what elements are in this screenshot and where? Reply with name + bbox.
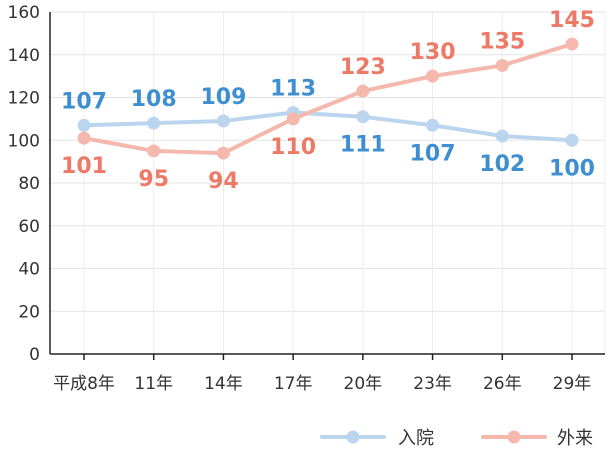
legend-label: 外来 [557,428,593,449]
y-tick-label: 120 [8,89,40,109]
data-label: 101 [61,154,107,179]
data-label: 108 [131,87,177,112]
x-tick-label: 17年 [274,374,313,394]
data-label-layer: 107 108 109 113 111 107 102 100 101 95 94 110 123 130… [61,8,595,194]
y-tick-label: 80 [18,174,40,194]
data-point [77,118,91,132]
y-tick-label: 160 [8,3,40,23]
data-point [77,131,91,145]
data-point [147,144,161,158]
x-tick-label: 平成8年 [53,374,115,394]
axis-layer: 0 20 40 60 80 100 120 140 160 平成8年 11年 14年 17年 20年 23年… [8,3,605,394]
legend-swatch-marker [346,430,360,444]
data-label: 100 [549,156,595,181]
series-layer [77,37,579,160]
y-tick-label: 20 [18,302,40,322]
data-point [565,37,579,51]
y-tick-label: 140 [8,46,40,66]
y-tick-label: 0 [29,345,40,365]
data-point [356,110,370,124]
data-label: 113 [270,76,316,101]
data-label: 123 [340,55,386,80]
data-label: 145 [549,8,595,33]
x-tick-label: 20年 [344,374,383,394]
data-point [216,114,230,128]
data-label: 95 [138,167,169,192]
data-point [356,84,370,98]
data-label: 135 [479,29,525,54]
data-label: 107 [410,141,456,166]
x-tick-label: 29年 [553,374,592,394]
data-label: 109 [200,85,246,110]
y-tick-label: 40 [18,260,40,280]
data-label: 130 [410,40,456,65]
data-label: 111 [340,133,386,158]
data-point [426,118,440,132]
legend-item: 外来 [481,428,593,449]
data-point [147,116,161,130]
data-label: 102 [479,152,525,177]
x-tick-label: 23年 [413,374,452,394]
x-tick-label: 26年 [483,374,522,394]
grid-layer [50,11,606,354]
data-point [286,112,300,126]
data-point [565,133,579,147]
data-label: 110 [270,135,316,160]
series-line-outpatient [82,42,574,156]
data-label: 107 [61,89,107,114]
series-line-inpatient [82,110,574,143]
data-point [216,146,230,160]
x-tick-label: 11年 [134,374,173,394]
legend-swatch-marker [507,430,521,444]
data-point [495,129,509,143]
y-tick-label: 100 [8,131,40,151]
data-label: 94 [208,169,239,194]
legend: 入院 外来 [320,428,593,449]
y-tick-label: 60 [18,217,40,237]
x-tick-label: 14年 [204,374,243,394]
data-point [426,69,440,83]
legend-label: 入院 [398,428,434,449]
legend-item: 入院 [320,428,434,449]
data-point [495,58,509,72]
